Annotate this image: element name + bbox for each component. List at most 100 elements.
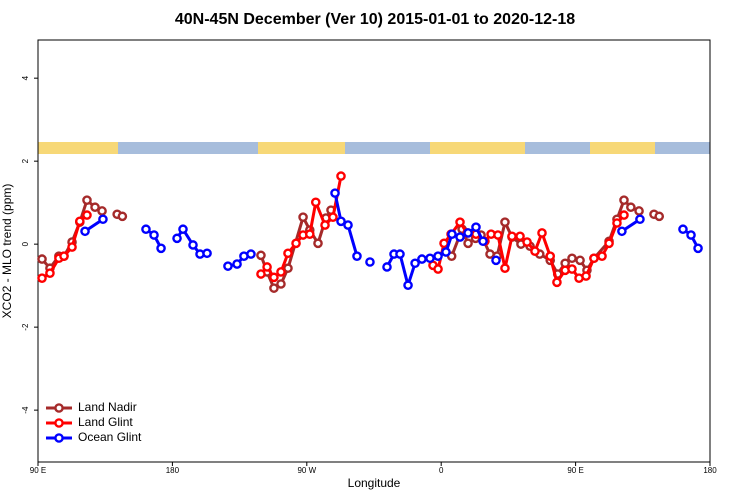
- y-axis-label: XCO2 - MLO trend (ppm): [0, 184, 14, 319]
- y-tick-label: 2: [21, 158, 30, 163]
- legend-marker: [54, 433, 64, 443]
- data-point: [269, 272, 279, 283]
- y-tick-label: 0: [21, 241, 30, 246]
- data-point: [256, 269, 266, 279]
- data-point: [90, 202, 100, 213]
- data-point: [507, 231, 517, 242]
- data-point: [567, 253, 577, 264]
- data-point: [365, 257, 375, 267]
- data-point: [654, 211, 665, 222]
- data-point: [604, 238, 614, 249]
- data-point: [310, 197, 321, 208]
- data-point: [256, 250, 266, 261]
- data-point: [97, 206, 107, 216]
- data-point: [291, 238, 301, 249]
- chart-title: 40N-45N December (Ver 10) 2015-01-01 to …: [175, 11, 575, 28]
- data-point: [433, 264, 443, 274]
- land-band: [430, 142, 525, 154]
- data-point: [597, 251, 607, 261]
- data-point: [425, 253, 435, 264]
- x-tick-label: 0: [439, 466, 444, 475]
- series-line: [40, 198, 660, 290]
- data-point: [276, 267, 286, 277]
- data-point: [45, 268, 55, 278]
- data-point: [149, 230, 159, 240]
- data-point: [298, 212, 308, 222]
- data-point: [463, 238, 473, 249]
- series: [80, 188, 703, 291]
- data-point: [202, 248, 212, 259]
- legend-marker: [54, 418, 64, 428]
- data-point: [246, 249, 256, 259]
- data-point: [82, 210, 92, 220]
- data-point: [320, 220, 330, 230]
- data-point: [471, 222, 481, 232]
- legend-label: Land Glint: [78, 415, 133, 429]
- data-point: [619, 210, 629, 220]
- data-point: [75, 216, 85, 227]
- data-point: [545, 251, 556, 261]
- x-tick-label: 90 W: [297, 466, 316, 475]
- data-point: [141, 224, 151, 235]
- data-point: [37, 254, 47, 264]
- data-point: [581, 271, 591, 281]
- x-tick-label: 180: [703, 466, 717, 475]
- data-point: [693, 243, 703, 254]
- data-point: [634, 206, 644, 216]
- data-point: [82, 195, 92, 205]
- data-point: [330, 188, 340, 198]
- x-axis-label: Longitude: [348, 476, 401, 490]
- data-point: [80, 226, 90, 237]
- data-point: [336, 216, 346, 227]
- data-point: [455, 217, 465, 227]
- data-point: [403, 280, 413, 291]
- data-point: [417, 254, 427, 264]
- ocean-band: [38, 142, 710, 154]
- data-point: [156, 243, 166, 254]
- land-ocean-strip: [38, 142, 710, 154]
- data-point: [283, 263, 293, 274]
- data-point: [500, 217, 510, 227]
- data-point: [478, 236, 488, 247]
- y-tick-label: -4: [21, 406, 30, 414]
- land-band: [38, 142, 118, 154]
- data-point: [447, 229, 457, 239]
- data-point: [188, 240, 198, 250]
- data-point: [117, 211, 128, 222]
- data-point: [336, 171, 346, 181]
- data-point: [98, 214, 108, 225]
- data-point: [575, 255, 585, 266]
- x-tick-label: 180: [166, 466, 180, 475]
- data-point: [410, 258, 420, 269]
- data-point: [567, 264, 577, 274]
- land-band: [590, 142, 655, 154]
- land-band: [258, 142, 345, 154]
- data-point: [269, 283, 279, 293]
- plot-frame: [37, 39, 711, 463]
- data-point: [626, 202, 636, 213]
- data-point: [433, 251, 443, 261]
- y-tick-label: 4: [21, 75, 30, 80]
- x-tick-label: 90 E: [567, 466, 583, 475]
- data-point: [515, 231, 525, 242]
- data-point: [223, 261, 233, 271]
- data-point: [589, 253, 599, 264]
- data-point: [37, 273, 47, 283]
- data-point: [262, 262, 272, 272]
- data-point: [493, 230, 503, 240]
- data-point: [619, 195, 629, 205]
- data-point: [678, 224, 688, 235]
- data-point: [537, 228, 547, 238]
- data-point: [491, 255, 501, 266]
- data-point: [178, 224, 188, 235]
- data-point: [283, 248, 293, 259]
- data-point: [635, 214, 645, 225]
- data-point: [463, 228, 473, 238]
- data-point: [530, 246, 540, 257]
- x-tick-label: 90 E: [30, 466, 46, 475]
- data-point: [343, 220, 353, 230]
- data-point: [617, 226, 627, 237]
- data-point: [232, 259, 242, 269]
- data-point: [522, 237, 532, 247]
